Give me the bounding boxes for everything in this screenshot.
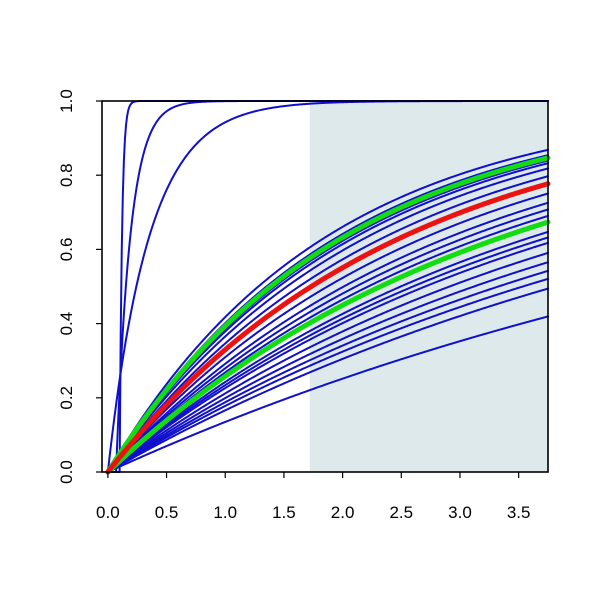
x-tick-label: 3.5 [507,503,531,522]
x-tick-label: 1.5 [272,503,296,522]
series-line-blue-7 [106,162,549,473]
series-line-blue-17 [106,236,549,473]
series-line-blue-8 [106,167,549,473]
series-line-blue-24 [106,315,549,473]
series-line-blue-11 [106,192,549,473]
series-line-blue-12 [106,201,549,473]
y-tick-label: 0.8 [57,163,76,187]
x-axis: 0.0 0.5 1.0 1.5 2.0 2.5 3.0 3.5 [96,472,530,522]
series-line-blue-22 [106,277,549,473]
x-tick-label: 0.5 [155,503,179,522]
y-tick-label: 0.6 [57,238,76,262]
series-line-blue-16 [106,230,549,473]
series-line-blue-20 [106,261,549,473]
series-line-blue-9 [106,175,549,473]
x-tick-label: 1.0 [213,503,237,522]
y-axis: 0.0 0.2 0.4 0.6 0.8 1.0 [57,89,102,484]
series-line-blue-18 [106,241,549,473]
series-line-blue-21 [106,269,549,473]
x-tick-label: 2.0 [331,503,355,522]
y-tick-label: 0.2 [57,386,76,410]
series-line-blue-23 [106,287,549,473]
shaded-region [309,101,548,472]
shaded-region-layer [309,101,548,472]
y-tick-label: 0.4 [57,312,76,336]
y-tick-label: 1.0 [57,89,76,113]
series-line-green-27 [105,219,551,475]
series-line-blue-19 [106,251,549,473]
x-tick-label: 2.5 [389,503,413,522]
x-tick-label: 3.0 [448,503,472,522]
plot-frame [101,100,549,473]
series-line-blue-3 [106,148,549,473]
series-line-green-25 [105,155,551,475]
x-tick-label: 0.0 [96,503,120,522]
y-tick-label: 0.0 [57,460,76,484]
series-layer [105,100,551,475]
series-line-blue-13 [106,208,549,473]
series-line-red-26 [105,181,551,475]
